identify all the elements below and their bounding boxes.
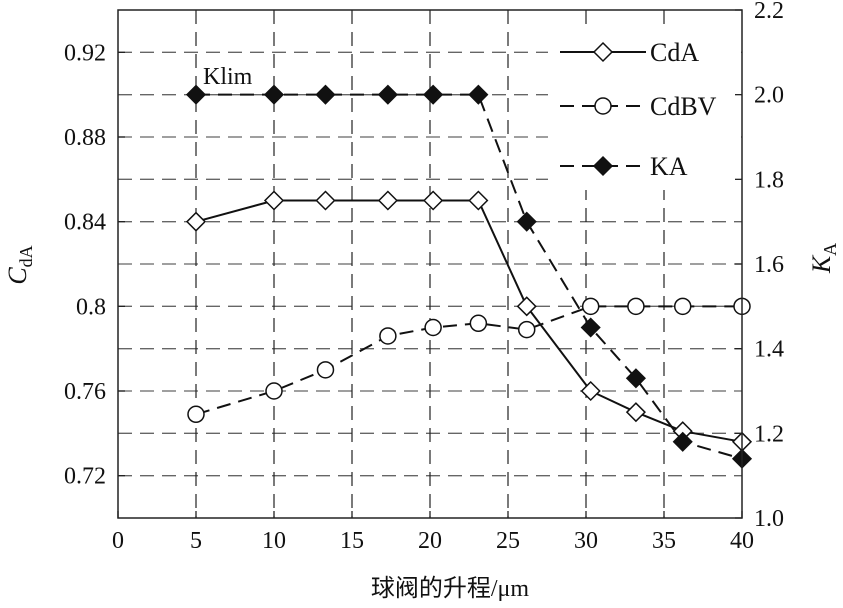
y-right-tick-label: 1.8	[754, 167, 784, 193]
x-tick-label: 25	[496, 528, 520, 554]
marker-open-circle	[517, 320, 536, 339]
y-axis-label-right: KA	[807, 243, 840, 274]
marker-open-diamond	[377, 190, 398, 211]
legend: CdA CdBV KA	[548, 30, 741, 190]
y-right-tick-label: 2.2	[754, 0, 784, 24]
series-line	[195, 199, 743, 443]
marker-open-diamond	[185, 211, 207, 232]
x-tick-label: 15	[340, 528, 364, 554]
marker-filled-diamond	[315, 84, 336, 105]
marker-filled-diamond	[580, 317, 601, 338]
marker-open-circle	[673, 297, 692, 316]
marker-filled-diamond	[592, 155, 614, 177]
axes: 0 5 10 15 20 25 30 35 40 0.72 0.76 0.8 0.84 0.88 0.92 1…	[64, 0, 784, 554]
marker-open-diamond	[468, 190, 489, 211]
marker-open-circle	[424, 318, 442, 337]
y-left-tick-label: 0.88	[64, 125, 106, 151]
legend-item-CdBV: CdBV	[560, 92, 717, 121]
x-tick-label: 35	[652, 528, 676, 554]
marker-filled-diamond	[625, 368, 646, 389]
marker-filled-diamond	[263, 84, 285, 105]
marker-open-circle	[187, 405, 205, 424]
x-tick-label: 40	[730, 528, 754, 554]
marker-filled-diamond	[516, 211, 537, 232]
marker-open-diamond	[580, 380, 601, 402]
series-CdA	[185, 190, 753, 452]
y-left-tick-label: 0.76	[64, 379, 106, 405]
marker-open-circle	[469, 314, 488, 333]
legend-label: CdBV	[650, 92, 717, 121]
legend-item-KA: KA	[560, 152, 688, 181]
marker-open-circle	[379, 327, 397, 345]
x-tick-label: 0	[112, 528, 124, 554]
legend-label: CdA	[650, 38, 699, 67]
x-tick-label: 10	[262, 528, 286, 554]
y-axis-label-left: CdA	[3, 245, 36, 284]
legend-item-CdA: CdA	[560, 38, 699, 67]
marker-open-diamond	[263, 190, 285, 211]
marker-open-diamond	[315, 190, 336, 211]
series-CdBV	[187, 297, 751, 424]
x-tick-label: 30	[574, 528, 598, 554]
x-axis-label: 球阀的升程/μm	[371, 575, 530, 602]
y-left-tick-label: 0.84	[64, 210, 106, 236]
marker-open-circle	[581, 297, 600, 316]
y-left-tick-label: 0.92	[64, 40, 106, 66]
legend-background	[548, 30, 741, 190]
y-right-tick-label: 1.0	[754, 506, 784, 532]
marker-filled-diamond	[377, 84, 398, 105]
marker-filled-diamond	[185, 84, 207, 105]
marker-open-diamond	[516, 296, 537, 317]
marker-open-diamond	[423, 190, 444, 211]
marker-filled-diamond	[468, 84, 489, 105]
y-right-tick-label: 1.4	[754, 337, 784, 363]
marker-open-circle	[627, 297, 645, 316]
marker-filled-diamond	[423, 84, 444, 105]
marker-filled-diamond	[672, 431, 693, 452]
marker-open-diamond	[592, 41, 614, 63]
y-right-tick-label: 1.6	[754, 252, 784, 278]
marker-open-circle	[265, 382, 283, 400]
marker-open-circle	[316, 361, 335, 379]
marker-open-circle	[594, 97, 612, 115]
x-tick-label: 5	[190, 528, 202, 554]
series-line	[196, 93, 743, 460]
y-right-tick-label: 2.0	[754, 83, 784, 109]
x-tick-label: 20	[418, 528, 442, 554]
y-left-tick-label: 0.72	[64, 464, 106, 490]
y-right-tick-label: 1.2	[754, 421, 784, 447]
y-left-tick-label: 0.8	[76, 294, 106, 320]
marker-open-diamond	[625, 402, 646, 423]
klim-annotation: Klim	[203, 64, 253, 90]
legend-label: KA	[650, 152, 688, 181]
